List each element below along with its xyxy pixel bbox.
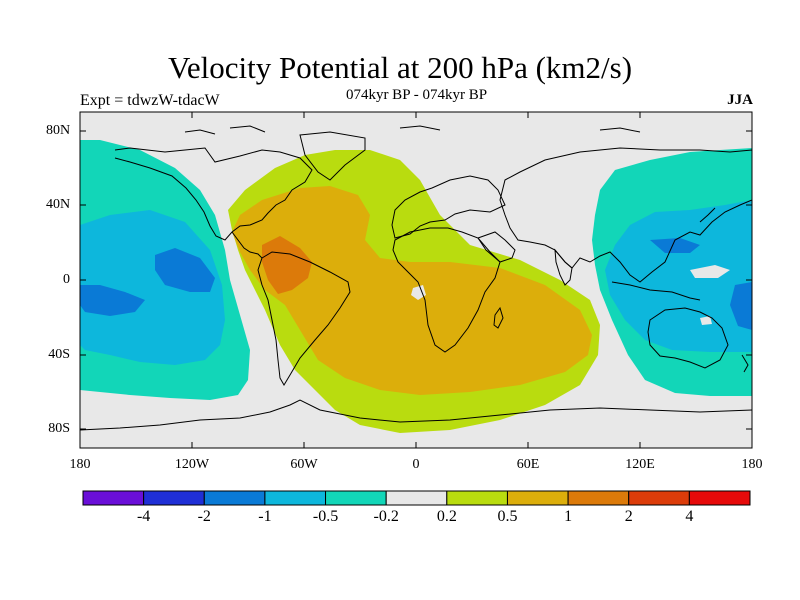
lat-label: 0 xyxy=(63,272,70,287)
negative-region-west-05 xyxy=(80,210,225,365)
colorbar-level-label: -0.5 xyxy=(312,508,339,525)
negative-region-east-1b xyxy=(730,282,752,330)
lon-label: 60E xyxy=(516,457,540,472)
negative-region-east-1a xyxy=(650,238,700,253)
colorbar-level-label: -0.2 xyxy=(373,508,399,525)
colorbar-level-label: 0.5 xyxy=(497,508,518,525)
colorbar-swatch xyxy=(628,490,690,506)
colorbar-level-label: 0.2 xyxy=(436,508,457,525)
coast-india xyxy=(554,248,573,286)
coast-asia xyxy=(499,147,752,283)
coast-south-america xyxy=(257,251,351,386)
coast-indonesia xyxy=(611,281,701,301)
coast-greenland xyxy=(299,131,366,181)
coast-arctic-islands xyxy=(184,125,641,135)
coastlines xyxy=(80,125,752,431)
period-label: 074kyr BP - 074kyr BP xyxy=(345,87,488,103)
positive-region-05 xyxy=(232,186,592,395)
colorbar-swatch xyxy=(385,490,448,506)
lon-label: 180 xyxy=(69,457,91,472)
coast-europe xyxy=(391,175,506,239)
neutral-patch-east-2 xyxy=(700,316,712,325)
colorbar-swatch xyxy=(82,490,145,506)
lon-label: 180 xyxy=(741,457,763,472)
colorbar-level-label: 4 xyxy=(685,508,694,525)
lon-ticks xyxy=(191,112,641,448)
coast-madagascar xyxy=(493,306,504,329)
colorbar-swatch xyxy=(203,490,266,506)
neutral-patch-south-atlantic xyxy=(411,285,426,300)
negative-region-east-05 xyxy=(605,200,752,352)
colorbar-level-label: 1 xyxy=(564,508,573,525)
lon-label: 120E xyxy=(625,457,655,472)
colorbar-swatch xyxy=(688,490,751,506)
neutral-patch-east xyxy=(690,265,730,278)
lat-label: 40N xyxy=(46,197,71,212)
colorbar-swatch xyxy=(143,490,205,506)
colorbar-swatch xyxy=(567,490,630,506)
lat-label: 40S xyxy=(48,347,70,362)
positive-region-1 xyxy=(262,236,312,294)
lat-label: 80S xyxy=(48,421,70,436)
negative-region-west-1 xyxy=(155,248,215,292)
coast-antarctica xyxy=(80,399,752,431)
colorbar-level-label: 2 xyxy=(624,508,633,525)
negative-region-west-1b xyxy=(80,285,145,316)
colorbar-level-label: -2 xyxy=(197,508,211,525)
lon-label: 120W xyxy=(174,457,210,472)
coast-australia xyxy=(647,307,729,369)
lon-label: 0 xyxy=(412,457,420,472)
coast-japan xyxy=(699,207,716,223)
coast-arabia xyxy=(477,231,516,263)
colorbar-swatch xyxy=(325,490,387,506)
colorbar-swatch xyxy=(264,490,327,506)
season-label: JJA xyxy=(727,92,753,108)
coast-central-america xyxy=(231,231,263,259)
lat-label: 80N xyxy=(46,123,71,138)
lon-label: 60W xyxy=(290,457,318,472)
map-title: Velocity Potential at 200 hPa (km2/s) xyxy=(167,50,633,85)
colorbar-swatch xyxy=(506,490,569,506)
lat-ticks xyxy=(80,130,752,430)
colorbar-swatch xyxy=(446,490,508,506)
colorbar-level-label: -4 xyxy=(136,508,151,525)
experiment-label: Expt = tdwzW-tdacW xyxy=(80,92,220,109)
colorbar-level-label: -1 xyxy=(258,508,272,525)
coast-new-zealand xyxy=(741,354,749,373)
coast-north-america xyxy=(114,147,313,241)
coast-africa xyxy=(392,227,501,353)
